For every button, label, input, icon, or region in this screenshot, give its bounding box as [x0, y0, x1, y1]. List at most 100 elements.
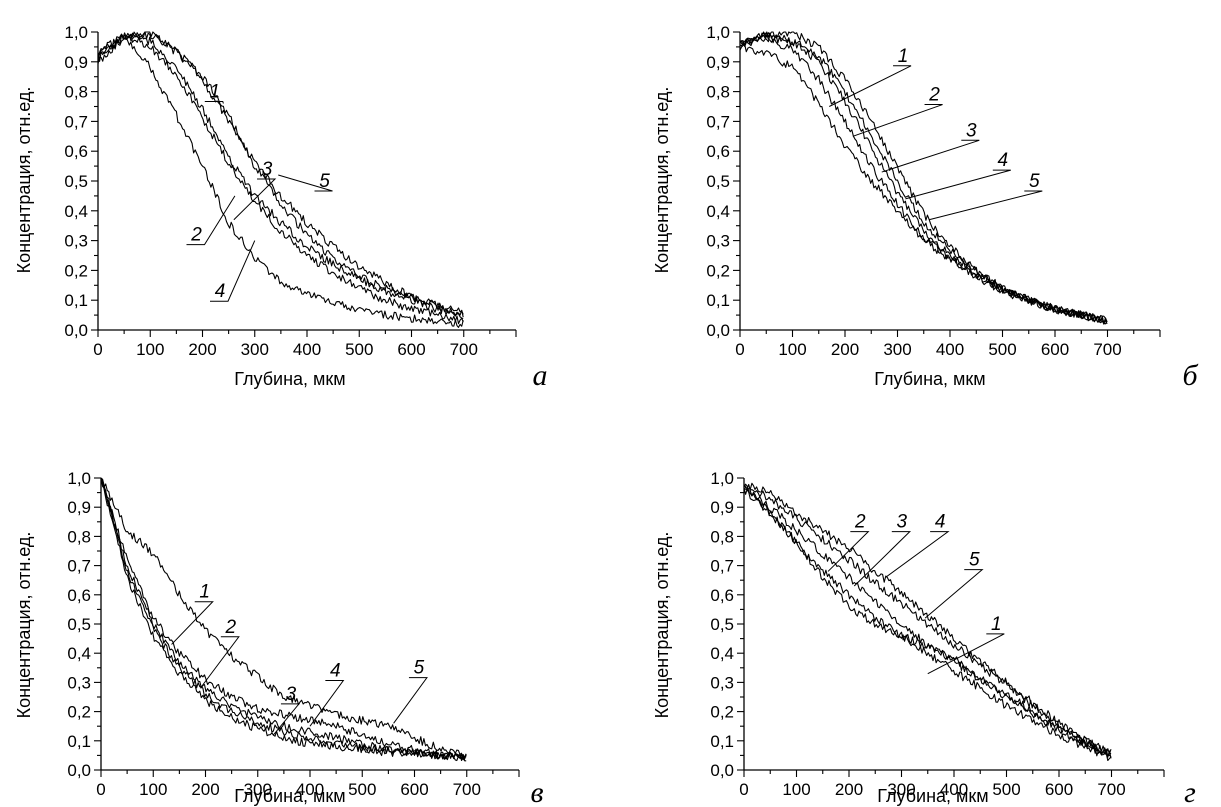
x-tick-label: 300 — [887, 780, 915, 799]
y-tick-label: 0,5 — [706, 172, 730, 191]
curve-label: 3 — [897, 512, 908, 533]
curve-label-leader — [309, 680, 345, 727]
curve-label-leader — [199, 636, 240, 689]
x-tick-label: 400 — [293, 340, 321, 359]
curve-label: 4 — [330, 661, 341, 682]
y-tick-label: 0,0 — [710, 761, 734, 780]
chart-panel-b: 0 100 200 300 400 500 600 700 0,0 0,1 0,2 0,3 0,4 0,5… — [652, 23, 1198, 392]
curve-label-leader — [924, 569, 984, 619]
curve-label-leader — [393, 677, 428, 724]
curve-label: 3 — [262, 159, 273, 180]
y-tick-label: 0,4 — [67, 644, 91, 663]
curve-label-leader — [852, 104, 943, 137]
y-tick-label: 0,0 — [706, 321, 730, 340]
curve-label: 5 — [969, 550, 980, 571]
curve-label-leader — [233, 178, 277, 221]
x-axis-title: Глубина, мкм — [234, 369, 345, 389]
series-line-3 — [743, 483, 1112, 757]
x-tick-label: 500 — [988, 340, 1016, 359]
axes: 0 100 200 300 400 500 600 700 0,0 0,1 0,2 0,3 0,4 0,5… — [710, 469, 1165, 799]
curve-label-leader — [273, 703, 300, 736]
x-tick-label: 300 — [883, 340, 911, 359]
panel-letter: а — [533, 359, 548, 392]
y-tick-label: 0,7 — [64, 112, 88, 131]
y-tick-label: 0,7 — [706, 112, 730, 131]
x-tick-label: 0 — [93, 340, 102, 359]
x-tick-label: 300 — [241, 340, 269, 359]
curve-label-leader — [885, 531, 950, 578]
x-tick-label: 500 — [345, 340, 373, 359]
y-axis-title: Концентрация, отн.ед. — [652, 532, 672, 719]
curve-label: 1 — [209, 82, 220, 103]
y-tick-label: 0,2 — [710, 703, 734, 722]
panel-letter: г — [1184, 776, 1196, 807]
curve-label: 4 — [998, 150, 1009, 171]
x-tick-label: 200 — [831, 340, 859, 359]
x-tick-label: 300 — [244, 780, 272, 799]
y-axis-title: Концентрация, отн.ед. — [14, 532, 34, 719]
curve-label-leader — [829, 65, 912, 107]
series-line-3 — [739, 33, 1108, 325]
curve-label-leader — [905, 169, 1011, 200]
x-tick-label: 400 — [296, 780, 324, 799]
curve-label: 5 — [414, 658, 425, 679]
x-tick-label: 600 — [1041, 340, 1069, 359]
y-tick-label: 0,4 — [64, 202, 88, 221]
curve-label-leader — [827, 531, 870, 572]
curve-label-leader — [927, 633, 1005, 675]
y-tick-label: 0,6 — [710, 586, 734, 605]
series-line-5 — [100, 477, 467, 760]
x-tick-label: 100 — [782, 780, 810, 799]
series-line-4 — [743, 482, 1112, 759]
curve-label: 3 — [286, 684, 297, 705]
y-tick-label: 0,3 — [706, 232, 730, 251]
curve-label: 2 — [928, 85, 940, 106]
y-tick-label: 0,9 — [64, 53, 88, 72]
series-line-4 — [97, 36, 464, 328]
curve-label: 2 — [854, 512, 866, 533]
series-line-3 — [97, 34, 464, 323]
y-tick-label: 0,4 — [706, 202, 730, 221]
y-tick-label: 0,3 — [64, 232, 88, 251]
y-tick-label: 0,0 — [67, 761, 91, 780]
x-tick-label: 700 — [453, 780, 481, 799]
chart-panel-v: 0 100 200 300 400 500 600 700 0,0 0,1 0,2 0,3 0,4 0,5… — [14, 469, 544, 807]
y-tick-label: 1,0 — [710, 469, 734, 488]
x-tick-label: 500 — [992, 780, 1020, 799]
axes: 0 100 200 300 400 500 600 700 0,0 0,1 0,2 0,3 0,4 0,5… — [67, 469, 520, 799]
y-tick-label: 1,0 — [67, 469, 91, 488]
x-tick-label: 0 — [739, 780, 748, 799]
y-tick-label: 0,4 — [710, 644, 734, 663]
x-tick-label: 200 — [191, 780, 219, 799]
curve-label: 1 — [199, 582, 210, 603]
series-line-5 — [739, 31, 1108, 323]
y-tick-label: 0,3 — [67, 673, 91, 692]
series-line-1 — [97, 31, 464, 318]
x-tick-label: 700 — [450, 340, 478, 359]
y-tick-label: 0,1 — [67, 732, 91, 751]
x-tick-label: 100 — [778, 340, 806, 359]
x-tick-label: 0 — [735, 340, 744, 359]
curve-label-leader — [881, 139, 980, 173]
curve-label: 5 — [319, 171, 330, 192]
y-tick-label: 0,5 — [710, 615, 734, 634]
series-line-2 — [739, 34, 1108, 325]
curve-label: 3 — [966, 120, 977, 141]
y-tick-label: 0,1 — [706, 291, 730, 310]
curve-label-leader — [210, 240, 256, 302]
curve-label-leader — [928, 190, 1043, 221]
curve-label-leader — [171, 601, 214, 645]
x-tick-label: 400 — [940, 780, 968, 799]
y-tick-label: 0,1 — [64, 291, 88, 310]
x-tick-label: 700 — [1093, 340, 1121, 359]
chart-panel-g: 0 100 200 300 400 500 600 700 0,0 0,1 0,2 0,3 0,4 0,5… — [652, 469, 1196, 807]
curve-label: 5 — [1029, 171, 1040, 192]
curve-label: 1 — [991, 614, 1002, 635]
curve-label: 4 — [935, 512, 946, 533]
x-tick-label: 600 — [400, 780, 428, 799]
x-axis-title: Глубина, мкм — [874, 369, 985, 389]
y-tick-label: 1,0 — [706, 23, 730, 42]
x-tick-label: 200 — [188, 340, 216, 359]
series-line-5 — [743, 483, 1112, 755]
curve-label-leader — [186, 195, 236, 246]
